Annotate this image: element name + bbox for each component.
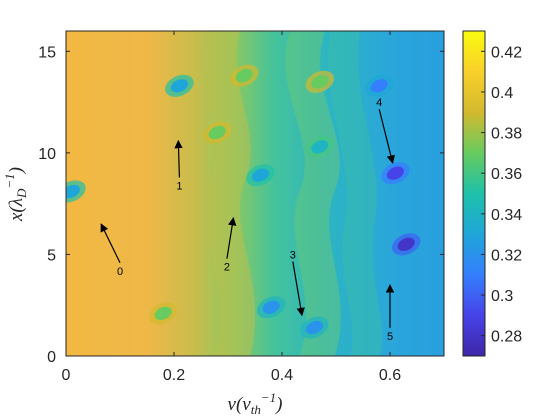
- vortex-core: [170, 79, 188, 93]
- annotation-label: 2: [224, 262, 230, 274]
- vortex-core: [386, 166, 404, 180]
- annotation-arrow: [226, 217, 237, 259]
- annotation-label: 3: [290, 250, 296, 262]
- vortex-core: [311, 140, 329, 154]
- vortex-core: [154, 306, 172, 320]
- filament-band: [201, 31, 256, 356]
- colorbar: [463, 31, 485, 356]
- vortex-core: [66, 184, 80, 199]
- x-tick-label: 0.2: [163, 367, 185, 384]
- y-tick-label: 10: [38, 146, 56, 163]
- y-tick-label: 5: [47, 247, 56, 264]
- vortex-core: [397, 237, 415, 251]
- vortex-core: [262, 300, 280, 314]
- colorbar-tick-label: 0.3: [491, 288, 513, 305]
- annotation-label: 0: [117, 266, 123, 278]
- vortex-core: [208, 125, 226, 140]
- vortex-core: [235, 69, 253, 83]
- x-tick-label: 0.4: [271, 367, 293, 384]
- y-axis-title: x(λD−1): [2, 167, 29, 222]
- vortex-core: [251, 168, 269, 182]
- colorbar-frame: [462, 30, 486, 357]
- plot-frame: [65, 30, 445, 357]
- plot-area: [66, 31, 444, 356]
- colorbar-tick-label: 0.38: [491, 126, 522, 143]
- colorbar-tick-label: 0.34: [491, 207, 522, 224]
- colorbar-tick-label: 0.42: [491, 44, 522, 61]
- colorbar-tick-label: 0.32: [491, 247, 522, 264]
- vortex-core: [370, 79, 388, 93]
- colorbar-tick-label: 0.36: [491, 166, 522, 183]
- annotation-arrow: [378, 109, 395, 164]
- x-axis-title: v(vth−1): [228, 390, 283, 417]
- vortex-core: [305, 320, 323, 335]
- colorbar-tick-label: 0.28: [491, 329, 522, 346]
- annotation-label: 4: [376, 97, 382, 109]
- x-tick-label: 0: [62, 367, 71, 384]
- annotation-label: 5: [387, 331, 393, 343]
- filament-band: [285, 31, 341, 356]
- vortex-core: [311, 75, 329, 89]
- annotation-arrow: [292, 261, 305, 317]
- annotation-arrow: [100, 223, 121, 264]
- y-tick-label: 15: [38, 44, 56, 61]
- x-tick-label: 0.6: [379, 367, 401, 384]
- y-tick-label: 0: [47, 349, 56, 366]
- annotation-label: 1: [176, 180, 182, 192]
- colorbar-tick-label: 0.4: [491, 85, 513, 102]
- filament-band: [328, 31, 383, 356]
- annotation-arrow: [174, 139, 183, 178]
